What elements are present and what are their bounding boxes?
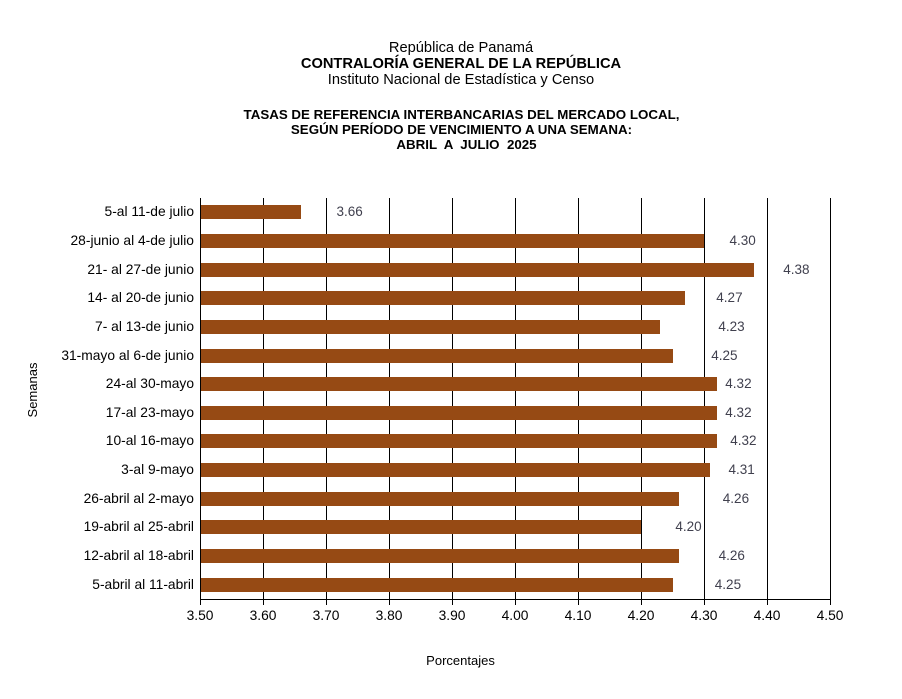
bar bbox=[201, 348, 673, 363]
value-label: 4.31 bbox=[728, 462, 755, 478]
x-axis-tick bbox=[515, 600, 516, 605]
y-axis-category-label: 24-al 30-mayo bbox=[105, 376, 194, 392]
x-axis-tick-label: 3.90 bbox=[438, 607, 466, 623]
x-axis-tick bbox=[200, 600, 201, 605]
header-department: Instituto Nacional de Estadística y Cens… bbox=[327, 71, 595, 88]
gridline bbox=[389, 198, 390, 599]
y-axis-category-label: 17-al 23-mayo bbox=[105, 404, 194, 420]
x-axis-tick bbox=[641, 600, 642, 605]
value-label: 4.32 bbox=[725, 376, 752, 392]
x-axis-tick-label: 3.50 bbox=[186, 607, 214, 623]
gridline bbox=[641, 198, 642, 599]
y-axis-category-label: 26-abril al 2-mayo bbox=[83, 490, 194, 506]
y-axis-category-label: 31-mayo al 6-de junio bbox=[61, 347, 194, 363]
chart-title: TASAS DE REFERENCIA INTERBANCARIAS DEL M… bbox=[62, 107, 862, 152]
header-country: República de Panamá bbox=[388, 39, 534, 56]
y-axis-line bbox=[200, 198, 201, 599]
bar bbox=[201, 377, 717, 392]
x-axis-tick bbox=[767, 600, 768, 605]
y-axis-category-label: 28-junio al 4-de julio bbox=[70, 232, 195, 248]
x-axis-tick bbox=[704, 600, 705, 605]
y-axis-category-label: 21- al 27-de junio bbox=[87, 261, 194, 277]
report-header: República de Panamá CONTRALORÍA GENERAL … bbox=[61, 40, 861, 88]
bar bbox=[201, 577, 673, 592]
value-label: 4.23 bbox=[718, 318, 745, 334]
chart-title-line-2: SEGÚN PERÍODO DE VENCIMIENTO A UNA SEMAN… bbox=[290, 121, 633, 137]
y-axis-category-label: 7- al 13-de junio bbox=[95, 318, 194, 334]
gridline bbox=[452, 198, 453, 599]
y-axis-category-label: 10-al 16-mayo bbox=[105, 433, 194, 449]
bar bbox=[201, 549, 679, 564]
x-axis-tick bbox=[263, 600, 264, 605]
x-axis-tick-label: 4.00 bbox=[501, 607, 529, 623]
gridline bbox=[830, 198, 831, 599]
value-label: 4.32 bbox=[725, 404, 752, 420]
x-axis-line bbox=[200, 599, 831, 600]
bar bbox=[201, 434, 717, 449]
value-label: 4.30 bbox=[729, 232, 756, 248]
bar bbox=[201, 491, 679, 506]
x-axis-tick bbox=[452, 600, 453, 605]
plot-area: 3.66 4.30 4.38 4.27 4.23 4.25 4.32 4.32 4.32 4.31… bbox=[200, 198, 831, 605]
gridline bbox=[326, 198, 327, 599]
bar bbox=[201, 405, 717, 420]
bar bbox=[201, 520, 641, 535]
x-axis-tick-label: 3.60 bbox=[249, 607, 277, 623]
chart-title-line-1: TASAS DE REFERENCIA INTERBANCARIAS DEL M… bbox=[243, 106, 680, 122]
value-label: 4.25 bbox=[711, 347, 738, 363]
x-axis-tick-label: 4.40 bbox=[753, 607, 781, 623]
x-axis-tick-label: 3.70 bbox=[312, 607, 340, 623]
x-axis-tick-label: 4.50 bbox=[816, 607, 844, 623]
x-axis-tick-label: 4.10 bbox=[564, 607, 592, 623]
x-axis-tick-label: 4.30 bbox=[690, 607, 718, 623]
y-axis-category-label: 19-abril al 25-abril bbox=[83, 519, 194, 535]
x-axis-tick-label: 3.80 bbox=[375, 607, 403, 623]
value-label: 4.20 bbox=[675, 519, 702, 535]
x-axis-tick bbox=[389, 600, 390, 605]
bar bbox=[201, 319, 660, 334]
value-label: 4.26 bbox=[718, 548, 745, 564]
bar bbox=[201, 463, 711, 478]
y-axis-category-label: 14- al 20-de junio bbox=[87, 290, 194, 306]
value-label: 4.38 bbox=[783, 261, 810, 277]
x-axis-tick bbox=[326, 600, 327, 605]
bar bbox=[201, 262, 755, 277]
x-axis-tick bbox=[578, 600, 579, 605]
gridline bbox=[515, 198, 516, 599]
bar bbox=[201, 233, 704, 248]
value-label: 4.32 bbox=[730, 433, 757, 449]
gridline bbox=[767, 198, 768, 599]
value-label: 4.27 bbox=[716, 290, 743, 306]
y-axis-category-label: 5-al 11-de julio bbox=[104, 204, 194, 220]
value-label: 3.66 bbox=[336, 204, 363, 220]
x-axis-title: Porcentajes bbox=[426, 653, 495, 669]
y-axis-category-label: 5-abril al 11-abril bbox=[92, 576, 194, 592]
chart-title-line-3: ABRIL A JULIO 2025 bbox=[396, 136, 537, 152]
value-label: 4.26 bbox=[722, 490, 750, 506]
gridline bbox=[704, 198, 705, 599]
bar bbox=[201, 291, 686, 306]
gridline bbox=[263, 198, 264, 599]
y-axis-category-label: 12-abril al 18-abril bbox=[83, 548, 194, 564]
gridline bbox=[578, 198, 579, 599]
bar bbox=[201, 205, 301, 220]
x-axis-tick bbox=[830, 600, 831, 605]
header-institution: CONTRALORÍA GENERAL DE LA REPÚBLICA bbox=[300, 55, 622, 72]
x-axis-tick-label: 4.20 bbox=[627, 607, 655, 623]
y-axis-category-label: 3-al 9-mayo bbox=[121, 462, 194, 478]
value-label: 4.25 bbox=[714, 576, 742, 592]
